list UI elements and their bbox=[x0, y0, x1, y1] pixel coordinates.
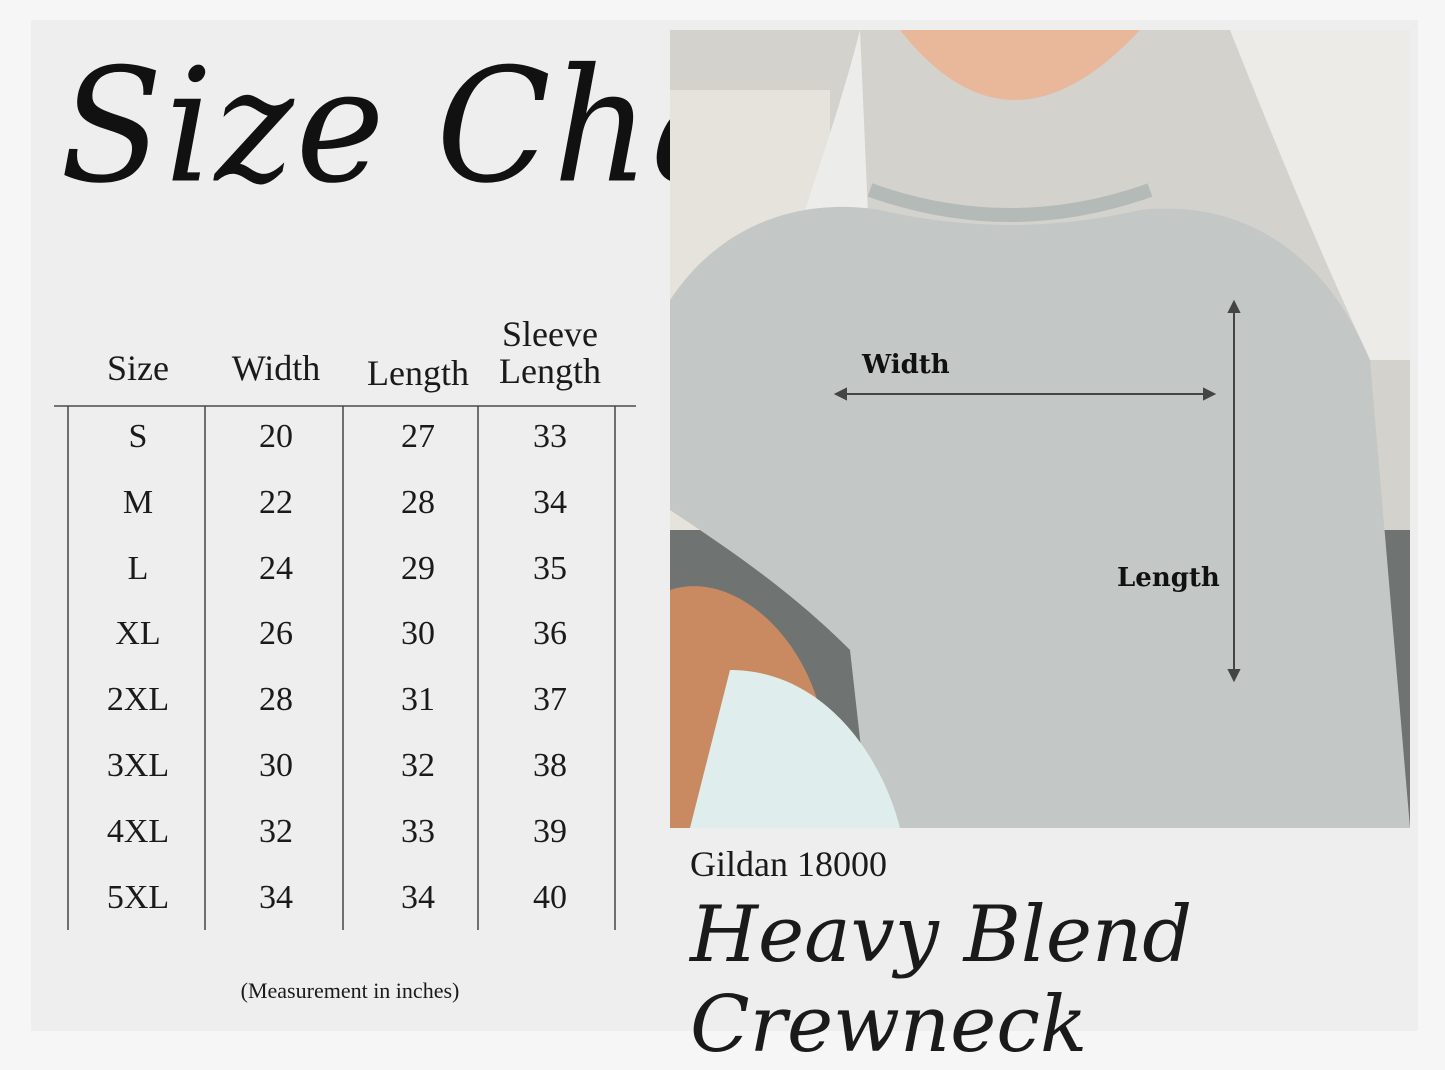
cell-size: XL bbox=[115, 615, 161, 653]
cell-width: 30 bbox=[259, 747, 293, 784]
cell-width: 28 bbox=[259, 681, 293, 719]
cell-length: 34 bbox=[401, 878, 435, 916]
cell-sleeve-length: 38 bbox=[533, 747, 567, 784]
header-sleeve-line1: Sleeve bbox=[502, 314, 598, 354]
cell-length: 27 bbox=[401, 418, 435, 455]
cell-length: 28 bbox=[401, 483, 435, 521]
cell-sleeve-length: 39 bbox=[533, 812, 567, 850]
cell-size: S bbox=[128, 418, 148, 455]
header-sleeve-line2: Length bbox=[499, 351, 601, 391]
cell-length: 30 bbox=[401, 615, 435, 653]
product-photo: Width Length bbox=[670, 30, 1410, 828]
cell-size: 2XL bbox=[106, 681, 170, 719]
cell-size: M bbox=[122, 483, 154, 521]
header-divider bbox=[54, 405, 636, 407]
cell-size: L bbox=[127, 549, 149, 587]
cell-length: 31 bbox=[401, 681, 435, 719]
cell-size: 5XL bbox=[106, 878, 170, 916]
cell-size: 3XL bbox=[106, 747, 170, 784]
cell-width: 34 bbox=[259, 878, 293, 916]
cell-width: 26 bbox=[259, 615, 293, 653]
cell-sleeve-length: 35 bbox=[533, 549, 567, 587]
product-name: Heavy Blend Crewneck bbox=[690, 890, 1193, 1070]
header-size: Size bbox=[107, 348, 169, 388]
cell-width: 20 bbox=[259, 418, 293, 455]
column-divider bbox=[614, 406, 616, 930]
measurement-note: (Measurement in inches) bbox=[240, 978, 460, 1003]
cell-size: 4XL bbox=[106, 812, 170, 850]
cell-length: 29 bbox=[401, 549, 435, 587]
cell-sleeve-length: 37 bbox=[533, 681, 567, 719]
column-divider bbox=[342, 406, 344, 930]
header-length: Length bbox=[367, 353, 469, 393]
cell-width: 32 bbox=[259, 812, 293, 850]
column-divider bbox=[67, 406, 69, 930]
product-brand: Gildan 18000 bbox=[690, 844, 887, 884]
column-divider bbox=[204, 406, 206, 930]
header-width: Width bbox=[231, 348, 321, 388]
cell-width: 22 bbox=[259, 483, 293, 521]
cell-length: 33 bbox=[401, 812, 435, 850]
length-arrow bbox=[1227, 299, 1241, 683]
cell-sleeve-length: 36 bbox=[533, 615, 567, 653]
cell-sleeve-length: 34 bbox=[533, 483, 567, 521]
cell-sleeve-length: 40 bbox=[533, 878, 567, 916]
column-divider bbox=[477, 406, 479, 930]
cell-width: 24 bbox=[259, 549, 293, 587]
cell-length: 32 bbox=[401, 747, 435, 784]
cell-sleeve-length: 33 bbox=[533, 418, 567, 455]
length-label: Length bbox=[1117, 563, 1220, 593]
width-label: Width bbox=[862, 350, 950, 380]
width-arrow bbox=[833, 387, 1217, 401]
sweater-illustration bbox=[670, 30, 1410, 828]
